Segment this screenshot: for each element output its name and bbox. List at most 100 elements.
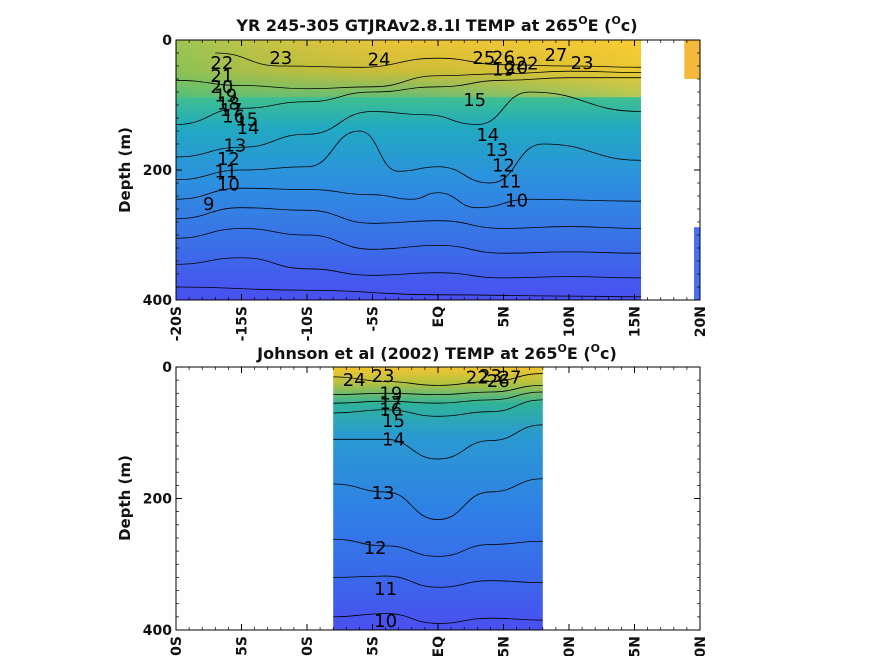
contour-13 [333, 478, 543, 520]
contour-label: 12 [217, 149, 240, 170]
x-tick-label: -10S [300, 636, 316, 656]
x-tick-label: EQ [431, 306, 447, 328]
contour-label: 16 [379, 400, 402, 421]
x-tick-label: -20S [169, 306, 185, 341]
contour-lines-lower [333, 373, 543, 624]
contour-label: 24 [343, 370, 366, 391]
x-axis-lower: -20S -15S -10S -5S EQ 5N 10N 15N 20N [169, 367, 709, 656]
upper-panel: YR 245-305 GTJRAv2.8.1l TEMP at 265OE (O… [116, 14, 709, 341]
contour-13 [175, 187, 642, 209]
contour-18 [333, 391, 543, 404]
contour-label: 11 [499, 172, 522, 193]
contour-label: 15 [463, 90, 486, 111]
y-axis-label-upper: Depth (m) [116, 127, 134, 213]
y-axis-upper: 0 200 400 [143, 33, 700, 309]
contour-label: 25 [472, 48, 495, 69]
contour-label: 13 [485, 140, 508, 161]
y-tick-label: 400 [143, 293, 172, 309]
y-tick-label: 200 [143, 492, 172, 508]
contour-label: 26 [492, 48, 515, 69]
y-tick-label: 200 [143, 163, 172, 179]
contour-11 [333, 575, 543, 588]
contour-label: 27 [499, 368, 522, 389]
x-axis-upper: -20S -15S -10S -5S EQ 5N 10N 15N 20N [169, 40, 709, 341]
contour-label: 12 [492, 155, 515, 176]
contour-lines-upper [175, 52, 642, 298]
temperature-field-lower [333, 367, 543, 630]
contour-14 [175, 130, 642, 184]
contour-label: 22 [466, 368, 489, 389]
contour-label: 14 [382, 429, 405, 450]
x-tick-label: -5S [366, 636, 382, 656]
field-block [333, 367, 543, 630]
contour-15 [175, 91, 642, 158]
x-tick-label: EQ [431, 636, 447, 656]
contour-24 [333, 373, 543, 386]
x-tick-label: 5N [497, 636, 513, 656]
x-tick-label: -10S [300, 306, 316, 341]
contour-16 [333, 399, 543, 417]
x-tick-label: 5N [497, 306, 513, 327]
chart-title-upper: YR 245-305 GTJRAv2.8.1l TEMP at 265OE (O… [235, 14, 637, 35]
contour-label: 19 [379, 383, 402, 404]
x-tick-label: 20N [693, 306, 709, 337]
x-tick-label: 10N [562, 636, 578, 656]
contour-label: 13 [372, 483, 395, 504]
contour-label: 22 [210, 53, 233, 74]
contour-label: 15 [382, 411, 405, 432]
x-tick-label: 10N [562, 306, 578, 337]
contour-label: 10 [374, 611, 397, 632]
y-tick-label: 400 [143, 623, 172, 639]
x-tick-label: -15S [235, 636, 251, 656]
contour-label: 20 [505, 57, 528, 78]
contour-20 [175, 77, 642, 125]
contour-label: 11 [374, 579, 397, 600]
contour-10 [333, 613, 543, 624]
contour-9 [175, 286, 642, 298]
contour-label: 23 [372, 366, 395, 387]
contour-label: 17 [220, 100, 243, 121]
contour-11 [175, 228, 642, 254]
lower-panel: Johnson et al (2002) TEMP at 265OE (Oc) … [116, 342, 709, 656]
x-tick-label: 20N [693, 636, 709, 656]
contour-label: 15 [235, 109, 258, 130]
contour-12 [333, 538, 543, 557]
contour-label: 20 [210, 77, 233, 98]
contour-label: 21 [210, 66, 233, 87]
y-axis-label-lower: Depth (m) [116, 455, 134, 541]
contour-14 [333, 424, 543, 460]
contour-label: 24 [368, 50, 391, 71]
contour-label: 17 [379, 393, 402, 414]
contour-label: 27 [544, 45, 567, 66]
contour-label: 23 [269, 48, 292, 69]
y-tick-label: 0 [162, 33, 172, 49]
contour-12 [175, 207, 642, 229]
y-tick-label: 0 [162, 360, 172, 376]
contour-label: 14 [237, 118, 260, 139]
x-tick-label: 15N [628, 306, 644, 337]
contour-label: 14 [476, 125, 499, 146]
field-strip-warm [684, 40, 700, 79]
contour-label: 13 [223, 135, 246, 156]
contour-label: 18 [217, 94, 240, 115]
contour-label: 26 [487, 371, 510, 392]
chart-title-lower: Johnson et al (2002) TEMP at 265OE (Oc) [256, 342, 617, 363]
x-tick-label: -5S [366, 306, 382, 332]
contour-label: 10 [505, 191, 528, 212]
surface-warm-overlay [176, 40, 642, 98]
contour-22 [175, 70, 642, 90]
contour-label: 23 [571, 53, 594, 74]
x-tick-label: 15N [628, 636, 644, 656]
contour-label: 19 [492, 59, 515, 80]
contour-label: 16 [222, 107, 245, 128]
contour-label: 12 [364, 538, 387, 559]
x-tick-label: -15S [235, 306, 251, 341]
contour-label: 19 [214, 85, 237, 106]
contour-label: 23 [479, 366, 502, 387]
contour-label: 11 [214, 161, 237, 182]
contour-24 [215, 52, 642, 68]
x-tick-label: -20S [169, 636, 185, 656]
